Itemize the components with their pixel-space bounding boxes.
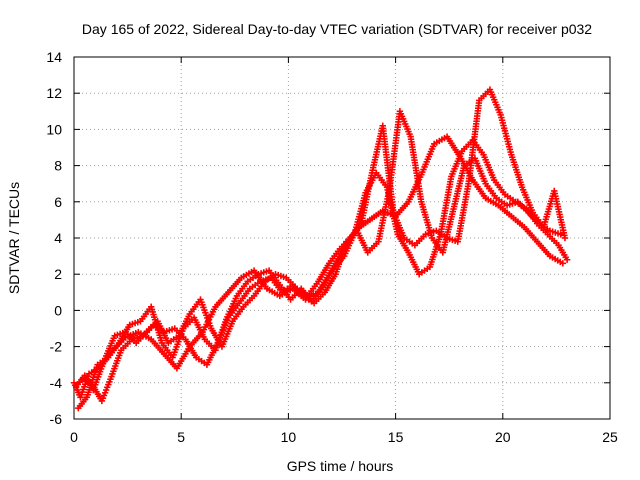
series-4: [79, 108, 564, 405]
y-tick-label: 14: [46, 49, 62, 65]
y-axis-label: SDTVAR / TECUs: [6, 182, 22, 294]
x-tick-label: 20: [495, 429, 511, 445]
grid: [74, 57, 610, 419]
y-tick-label: 0: [54, 302, 62, 318]
axis-ticks: 0 5 10 15 20 25 -6 -4 -2 0 2 4 6 8 10 12 14: [46, 49, 618, 445]
x-tick-label: 25: [602, 429, 618, 445]
x-tick-label: 0: [70, 429, 78, 445]
y-tick-label: 8: [54, 158, 62, 174]
series-3: [72, 86, 569, 394]
series-2: [75, 137, 571, 412]
data-series: [70, 86, 571, 412]
data-point: [557, 231, 564, 238]
y-tick-label: 2: [54, 266, 62, 282]
x-tick-label: 10: [281, 429, 297, 445]
chart-title: Day 165 of 2022, Sidereal Day-to-day VTE…: [82, 21, 592, 37]
x-axis-label: GPS time / hours: [287, 458, 394, 474]
data-point: [561, 234, 569, 242]
y-tick-label: -4: [50, 375, 63, 391]
data-point: [559, 260, 567, 267]
y-tick-label: 10: [46, 121, 62, 137]
y-tick-label: 4: [54, 230, 62, 246]
data-point: [563, 256, 571, 263]
x-tick-label: 5: [177, 429, 185, 445]
y-tick-label: 6: [54, 194, 62, 210]
x-tick-label: 15: [388, 429, 404, 445]
y-tick-label: -2: [50, 339, 63, 355]
y-tick-label: 12: [46, 85, 62, 101]
y-tick-label: -6: [50, 411, 63, 427]
